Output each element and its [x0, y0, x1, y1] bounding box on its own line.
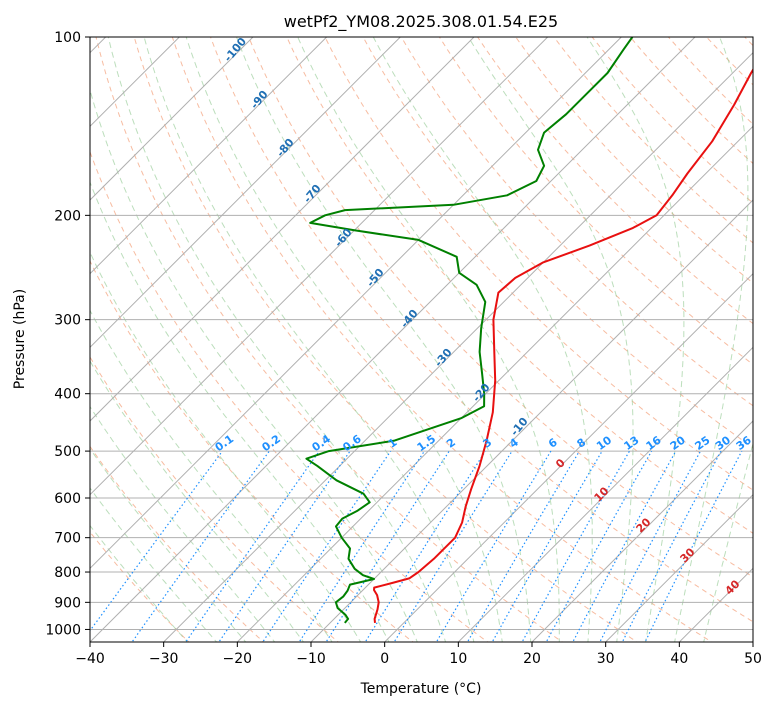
chart-title: wetPf2_YM08.2025.308.01.54.E25	[284, 12, 558, 32]
dry-adiabat-line	[324, 37, 753, 491]
mixing-ratio-line	[325, 450, 450, 642]
isotherm-line	[90, 37, 475, 422]
temperature-profile-line	[373, 67, 753, 623]
isotherm-line	[90, 37, 254, 201]
moist-adiabat-line	[90, 88, 418, 642]
x-tick-label: 10	[449, 651, 467, 667]
dry-adiabat-line	[770, 24, 775, 645]
plot-frame	[89, 36, 754, 643]
axis-ticks: −40 −30 −20 −10 0 10 20 30 40 50 100 200 300 400 500 60…	[45, 30, 762, 667]
y-tick-label: 300	[54, 313, 81, 329]
isotherm-line	[236, 125, 753, 642]
isotherm-line	[90, 37, 696, 642]
x-tick-label: −10	[296, 651, 326, 667]
isotherm-line	[310, 199, 753, 642]
y-tick-label: 600	[54, 491, 81, 507]
mixing-ratio-line	[90, 450, 223, 632]
dry-adiabat-line	[171, 37, 713, 642]
dry-adiabat-line	[209, 37, 753, 623]
y-tick-label: 1000	[45, 622, 81, 638]
x-tick-label: 30	[597, 651, 615, 667]
mixing-ratio-line	[218, 450, 351, 642]
x-axis-label: Temperature (°C)	[360, 681, 482, 697]
x-tick-label: 50	[744, 651, 762, 667]
profile-lines	[305, 37, 753, 624]
dry-adiabat-line	[248, 37, 753, 578]
x-tick-label: 40	[670, 651, 688, 667]
isotherm-line	[457, 346, 753, 642]
isotherm-line	[90, 37, 622, 570]
y-axis-label: Pressure (hPa)	[12, 289, 28, 389]
x-tick-label: −20	[223, 651, 253, 667]
mixing-ratio-line	[572, 450, 677, 642]
x-tick-label: 20	[523, 651, 541, 667]
isotherm-line	[531, 420, 753, 642]
mixing-ratio-line	[599, 450, 702, 642]
mixing-ratio-line	[131, 450, 270, 642]
y-tick-label: 700	[54, 531, 81, 547]
isotherm-line	[384, 272, 753, 642]
mixing-ratio-line	[298, 450, 425, 642]
y-tick-label: 200	[54, 208, 81, 224]
isotherm-line	[90, 37, 328, 275]
dry-adiabat-line	[286, 37, 753, 534]
y-tick-label: 100	[54, 30, 81, 46]
y-tick-label: 400	[54, 387, 81, 403]
mixing-ratio-line	[185, 450, 320, 642]
isotherm-line	[163, 51, 753, 642]
x-tick-label: −40	[75, 651, 105, 667]
mixing-ratio-line	[364, 450, 486, 642]
isotherm-line	[90, 37, 549, 496]
x-tick-label: 0	[380, 651, 389, 667]
isotherm-line	[90, 37, 401, 349]
mixing-ratio-line	[393, 450, 513, 642]
dry-adiabat-line	[400, 37, 753, 407]
plot-area	[90, 37, 753, 642]
mixing-ratio-line	[621, 450, 722, 642]
dry-adiabat-line	[90, 150, 489, 642]
mixing-ratio-line	[262, 450, 392, 642]
isotherm-line	[752, 641, 753, 642]
x-tick-label: −30	[149, 651, 179, 667]
mixing-ratio-line	[466, 450, 580, 642]
y-tick-label: 500	[54, 444, 81, 460]
dewpoint-profile-line	[305, 37, 634, 624]
y-tick-label: 900	[54, 595, 81, 611]
y-tick-label: 800	[54, 565, 81, 581]
isotherm-line	[605, 493, 753, 642]
